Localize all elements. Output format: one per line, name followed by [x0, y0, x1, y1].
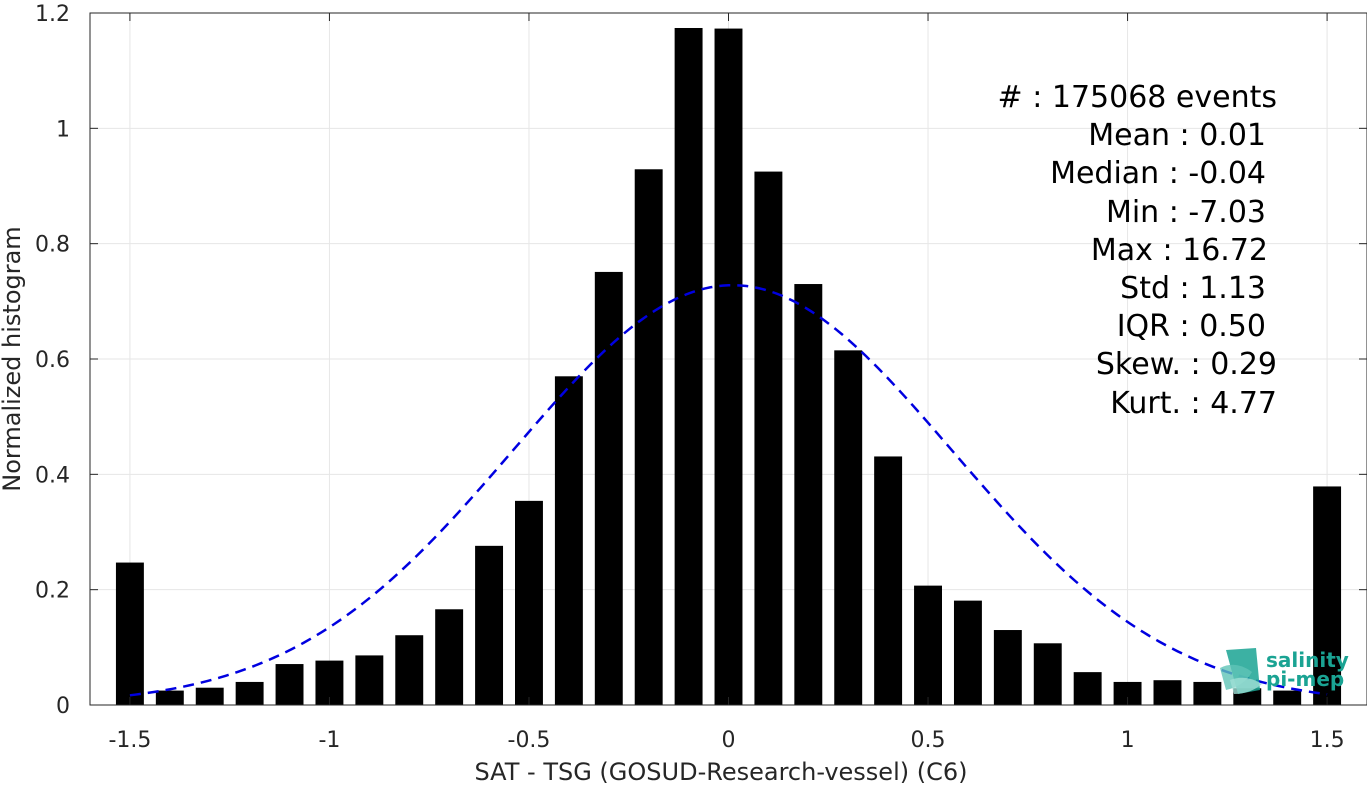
statistics-panel: # : 175068 events Mean : 0.01 Median : -… [998, 80, 1277, 421]
histogram-bar [395, 635, 424, 705]
histogram-bar [834, 350, 863, 705]
x-axis-title: SAT - TSG (GOSUD-Research-vessel) (C6) [475, 758, 968, 785]
stat-kurt: Kurt. : 4.77 [1110, 386, 1277, 421]
histogram-bar [155, 690, 184, 705]
histogram-bar [355, 655, 384, 705]
histogram-bar [794, 284, 823, 705]
stat-mean: Mean : 0.01 [1088, 118, 1266, 153]
y-tick-label: 1.2 [35, 2, 70, 27]
x-tick-label: 1.5 [1310, 728, 1345, 753]
y-tick-label: 0.6 [35, 348, 70, 373]
histogram-bar [914, 585, 942, 705]
histogram-bar [1153, 680, 1182, 705]
stat-median: Median : -0.04 [1050, 156, 1266, 191]
y-tick-labels: 0 0.2 0.4 0.6 0.8 1 1.2 [35, 2, 70, 719]
histogram-bar [754, 171, 783, 706]
histogram-bar [275, 664, 304, 705]
histogram-bar [115, 562, 144, 705]
histogram-bar [554, 376, 583, 705]
histogram-bars [115, 27, 1342, 706]
histogram-bar [195, 687, 224, 705]
x-tick-label: 0.5 [911, 728, 946, 753]
histogram-bar [714, 28, 743, 705]
stat-max: Max : 16.72 [1091, 233, 1268, 268]
histogram-bar [1113, 681, 1142, 705]
stat-min: Min : -7.03 [1106, 195, 1266, 230]
stat-events: # : 175068 events [998, 80, 1277, 115]
stat-std: Std : 1.13 [1120, 271, 1266, 306]
histogram-bar [1273, 690, 1302, 705]
plot-border [89, 12, 1367, 706]
histogram-bar [235, 681, 264, 705]
y-axis-title: Normalized histogram [0, 226, 26, 491]
logo-text-line1: salinity [1266, 648, 1349, 672]
x-tick-label: -0.5 [508, 728, 551, 753]
histogram-bar [674, 27, 703, 705]
histogram-bar [594, 271, 623, 705]
histogram-bar [435, 609, 464, 705]
y-tick-label: 0.4 [35, 463, 70, 488]
histogram-bar [874, 456, 903, 705]
x-tick-label: -1.5 [108, 728, 151, 753]
y-tick-label: 0 [56, 694, 70, 719]
gaussian-fit-curve [129, 283, 1328, 697]
logo-text-line2: pi-mep [1266, 667, 1344, 691]
x-tick-label: 0 [722, 728, 736, 753]
histogram-bar [634, 169, 663, 705]
y-tick-label: 0.8 [35, 233, 70, 258]
histogram-bar [1193, 681, 1222, 705]
wave-logo-icon [1220, 648, 1262, 694]
histogram-bar [1073, 672, 1102, 705]
histogram-bar [1033, 643, 1062, 705]
histogram-bar [515, 500, 543, 705]
y-tick-label: 0.2 [35, 579, 70, 604]
histogram-bar [1313, 486, 1342, 705]
x-tick-label: -1 [318, 728, 340, 753]
x-tick-labels: -1.5 -1 -0.5 0 0.5 1 1.5 [108, 728, 1344, 753]
y-tick-label: 1 [56, 117, 70, 142]
stat-skew: Skew. : 0.29 [1096, 347, 1277, 382]
stat-iqr: IQR : 0.50 [1117, 309, 1266, 344]
histogram-bar [993, 630, 1022, 705]
histogram-bar [953, 600, 982, 705]
x-tick-label: 1 [1121, 728, 1135, 753]
histogram-bar [475, 545, 504, 705]
salinity-pi-mep-logo: salinity pi-mep [1220, 648, 1349, 694]
